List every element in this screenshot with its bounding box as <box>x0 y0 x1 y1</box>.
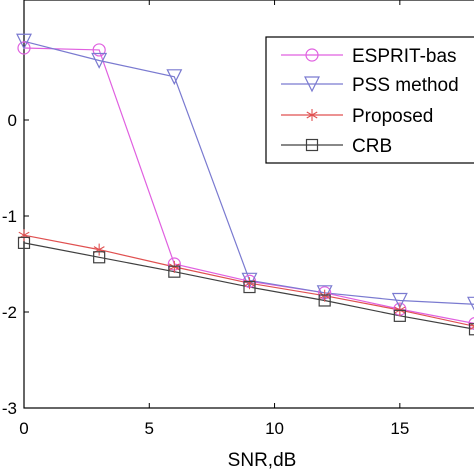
data-point-square <box>468 323 474 336</box>
data-point-triangle <box>166 69 183 86</box>
y-tick-label: 0 <box>8 111 17 130</box>
data-point-asterisk <box>168 260 180 273</box>
legend-label: CRB <box>352 136 392 157</box>
y-tick-label: -1 <box>2 207 17 226</box>
data-point-triangle <box>316 285 333 302</box>
data-point-triangle <box>16 33 32 50</box>
x-tick-label: 10 <box>265 419 284 438</box>
data-point-triangle <box>467 296 474 311</box>
legend-label: ESPRIT-bas <box>352 46 457 67</box>
x-tick-label: 15 <box>390 419 409 438</box>
data-point-triangle <box>91 52 108 69</box>
series-markers <box>16 33 474 336</box>
data-point-circle <box>17 41 31 55</box>
legend-box <box>265 36 474 164</box>
y-tick-label: -3 <box>2 399 17 418</box>
legend-label: PSS method <box>352 75 459 96</box>
data-point-triangle <box>241 272 258 289</box>
data-point-circle <box>92 43 106 57</box>
x-tick-label: 5 <box>145 419 154 438</box>
data-point-triangle <box>304 76 320 93</box>
legend: ESPRIT-bas PSS method Proposed CRB <box>265 36 474 164</box>
data-point-square <box>393 309 406 322</box>
data-point-square <box>243 280 256 294</box>
data-point-asterisk <box>319 289 331 302</box>
data-point-square <box>305 138 319 152</box>
x-axis-label: SNR,dB <box>228 450 297 471</box>
data-point-triangle <box>391 292 408 309</box>
y-tick-label: -2 <box>2 303 17 322</box>
data-point-square <box>168 265 181 278</box>
data-point-square <box>318 294 331 307</box>
data-point-square <box>93 251 106 264</box>
data-point-asterisk <box>306 109 318 121</box>
data-point-asterisk <box>469 322 474 330</box>
axis-ticks: 0 5 10 15 0 -1 -2 -3 <box>2 0 409 438</box>
data-point-square <box>17 236 31 249</box>
legend-label: Proposed <box>352 106 433 127</box>
data-point-circle <box>305 48 319 62</box>
x-tick-label: 0 <box>19 419 28 438</box>
